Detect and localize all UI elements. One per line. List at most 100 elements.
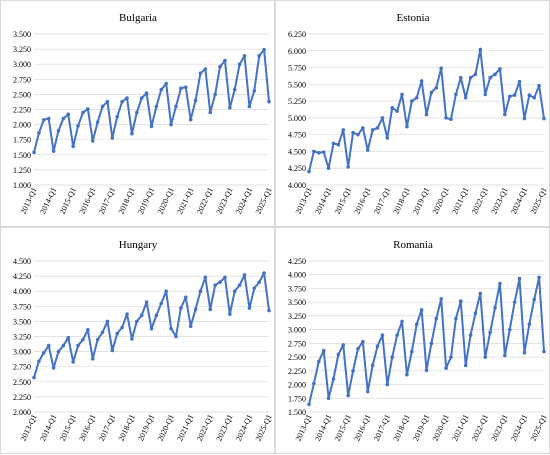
x-tick-label: 2018-Q1 — [117, 413, 137, 443]
y-tick-label: 1.000 — [13, 181, 31, 190]
chart-title: Hungary — [119, 239, 158, 251]
y-tick-label: 2.000 — [13, 121, 31, 130]
data-point — [316, 150, 321, 155]
y-tick-label: 3.750 — [288, 284, 306, 293]
x-tick-label: 2020-Q1 — [431, 413, 451, 443]
data-point — [522, 350, 527, 355]
x-tick-label: 2022-Q1 — [195, 413, 215, 443]
data-point — [522, 116, 527, 121]
data-point — [267, 99, 271, 104]
data-point — [370, 128, 375, 132]
data-point — [542, 116, 546, 121]
x-tick-label: 2019-Q1 — [411, 413, 431, 443]
data-point — [537, 275, 541, 280]
y-tick-label: 2.000 — [288, 381, 306, 390]
data-point — [135, 110, 139, 115]
x-tick-label: 2021-Q1 — [450, 186, 470, 216]
y-tick-label: 2.500 — [13, 90, 31, 99]
x-tick-label: 2016-Q1 — [352, 413, 372, 443]
data-point — [307, 169, 311, 174]
data-point — [512, 93, 517, 97]
data-point — [179, 306, 183, 310]
data-point — [312, 381, 316, 386]
y-tick-label: 5.250 — [288, 97, 306, 106]
data-point — [512, 300, 517, 304]
data-point — [414, 95, 419, 100]
data-point — [532, 95, 537, 100]
x-tick-label: 2018-Q1 — [392, 186, 412, 216]
data-point — [351, 369, 355, 373]
data-point — [154, 104, 159, 109]
data-point — [341, 128, 346, 132]
x-tick-label: 2014-Q1 — [313, 413, 333, 443]
data-point — [503, 353, 507, 358]
series-line — [308, 276, 545, 405]
x-tick-label: 2021-Q1 — [175, 186, 195, 216]
data-point — [405, 124, 409, 129]
data-point — [321, 348, 326, 353]
x-tick-label: 2015-Q1 — [58, 413, 78, 443]
x-tick-label: 2019-Q1 — [136, 413, 156, 443]
y-tick-label: 3.500 — [13, 317, 31, 326]
x-tick-label: 2022-Q1 — [195, 186, 215, 216]
x-tick-label: 2025-Q1 — [254, 186, 274, 216]
data-point — [370, 363, 375, 368]
y-tick-label: 4.250 — [13, 272, 31, 281]
data-point — [458, 299, 463, 303]
data-point — [493, 72, 497, 77]
x-tick-label: 2015-Q1 — [58, 186, 78, 216]
data-point — [463, 363, 468, 368]
x-tick-label: 2024-Q1 — [234, 186, 254, 216]
data-point — [473, 311, 478, 315]
data-point — [95, 120, 100, 124]
data-point — [390, 355, 395, 359]
data-point — [507, 327, 512, 332]
data-point — [139, 96, 144, 100]
x-tick-label: 2022-Q1 — [470, 413, 490, 443]
data-point — [444, 116, 448, 120]
x-tick-label: 2016-Q1 — [352, 186, 372, 216]
y-tick-label: 1.500 — [288, 408, 306, 417]
data-point — [252, 286, 257, 290]
data-point — [542, 349, 546, 354]
x-tick-label: 2023-Q1 — [489, 413, 509, 443]
data-point — [503, 112, 507, 117]
data-point — [346, 165, 350, 169]
data-point — [125, 96, 129, 100]
data-point — [307, 402, 311, 407]
y-tick-label: 5.750 — [288, 64, 306, 73]
y-tick-label: 2.750 — [13, 363, 31, 372]
x-tick-label: 2020-Q1 — [431, 186, 451, 216]
data-point — [449, 355, 453, 359]
y-tick-label: 4.000 — [13, 287, 31, 296]
data-point — [483, 355, 488, 359]
x-tick-label: 2023-Q1 — [214, 413, 234, 443]
data-point — [46, 343, 51, 348]
data-point — [326, 166, 331, 171]
chart-panel-romania: 1.500 1.750 2.000 2.250 2.500 2.750 3.000 3.250… — [275, 227, 550, 454]
data-point — [144, 91, 149, 95]
data-point — [218, 280, 222, 284]
data-point — [316, 359, 321, 364]
data-point — [130, 337, 134, 341]
x-tick-label: 2017-Q1 — [97, 186, 117, 216]
chart-panel-bulgaria: 1.000 1.250 1.500 1.750 2.000 2.250 2.500 2.750… — [0, 0, 275, 227]
data-point — [174, 334, 178, 339]
data-point — [312, 149, 316, 154]
x-tick-label: 2014-Q1 — [38, 186, 58, 216]
data-point — [139, 313, 144, 318]
x-tick-label: 2017-Q1 — [372, 413, 392, 443]
data-point — [125, 312, 129, 316]
data-point — [51, 149, 56, 153]
data-point — [149, 326, 154, 331]
data-point — [115, 331, 120, 336]
data-point — [188, 324, 193, 329]
data-point — [105, 99, 110, 104]
data-point — [164, 81, 168, 86]
y-tick-label: 3.750 — [13, 302, 31, 311]
y-tick-label: 3.000 — [13, 60, 31, 69]
data-point — [400, 319, 404, 324]
data-point — [365, 148, 370, 152]
data-point — [439, 297, 443, 301]
data-point — [346, 393, 350, 398]
